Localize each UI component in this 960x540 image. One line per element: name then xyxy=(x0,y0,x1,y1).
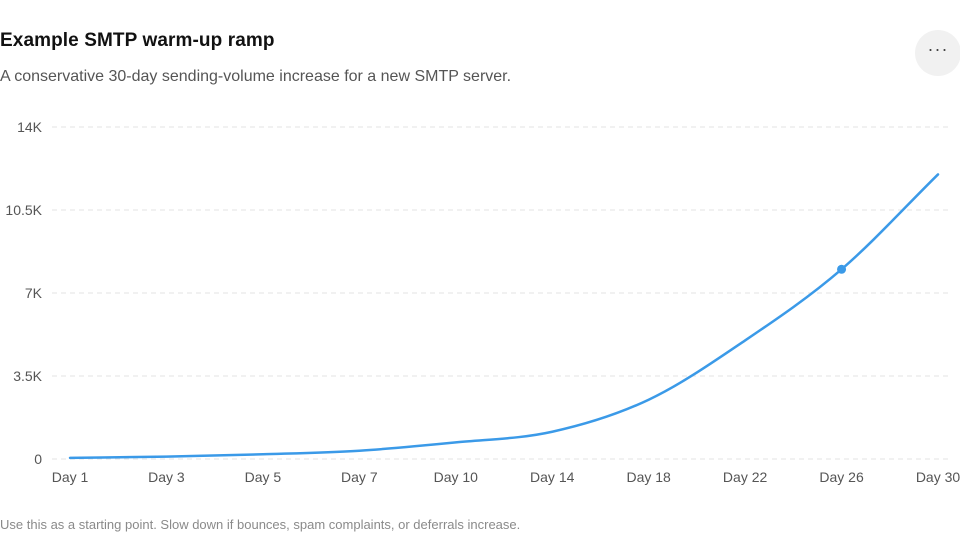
x-tick-label: Day 5 xyxy=(245,469,282,485)
chart-subtitle: A conservative 30-day sending-volume inc… xyxy=(0,68,512,85)
x-tick-label: Day 1 xyxy=(52,469,89,485)
footnote: Use this as a starting point. Slow down … xyxy=(0,517,521,532)
x-tick-label: Day 30 xyxy=(916,469,960,485)
series-line xyxy=(68,173,940,460)
x-tick-label: Day 10 xyxy=(434,469,479,485)
y-tick-label: 3.5K xyxy=(13,368,42,384)
series-layer xyxy=(68,173,940,460)
x-tick-label: Day 26 xyxy=(819,469,864,485)
more-options-button[interactable]: ··· xyxy=(915,30,960,76)
x-tick-label: Day 3 xyxy=(148,469,185,485)
x-tick-label: Day 14 xyxy=(530,469,575,485)
highlighted-data-point[interactable] xyxy=(837,264,847,274)
y-axis: 0 3.5K 7K 10.5K 14K xyxy=(5,119,42,467)
y-tick-label: 10.5K xyxy=(5,202,42,218)
y-tick-label: 14K xyxy=(17,119,43,135)
x-tick-label: Day 7 xyxy=(341,469,378,485)
chart-title: Example SMTP warm-up ramp xyxy=(0,30,275,51)
grid-layer xyxy=(52,126,950,460)
x-tick-label: Day 22 xyxy=(723,469,768,485)
x-tick-label: Day 18 xyxy=(626,469,671,485)
y-tick-label: 0 xyxy=(34,451,42,467)
x-axis: Day 1 Day 3 Day 5 Day 7 Day 10 Day 14 Day 18 Da… xyxy=(52,469,960,485)
y-tick-label: 7K xyxy=(25,285,43,301)
more-horizontal-icon: ··· xyxy=(927,39,949,59)
